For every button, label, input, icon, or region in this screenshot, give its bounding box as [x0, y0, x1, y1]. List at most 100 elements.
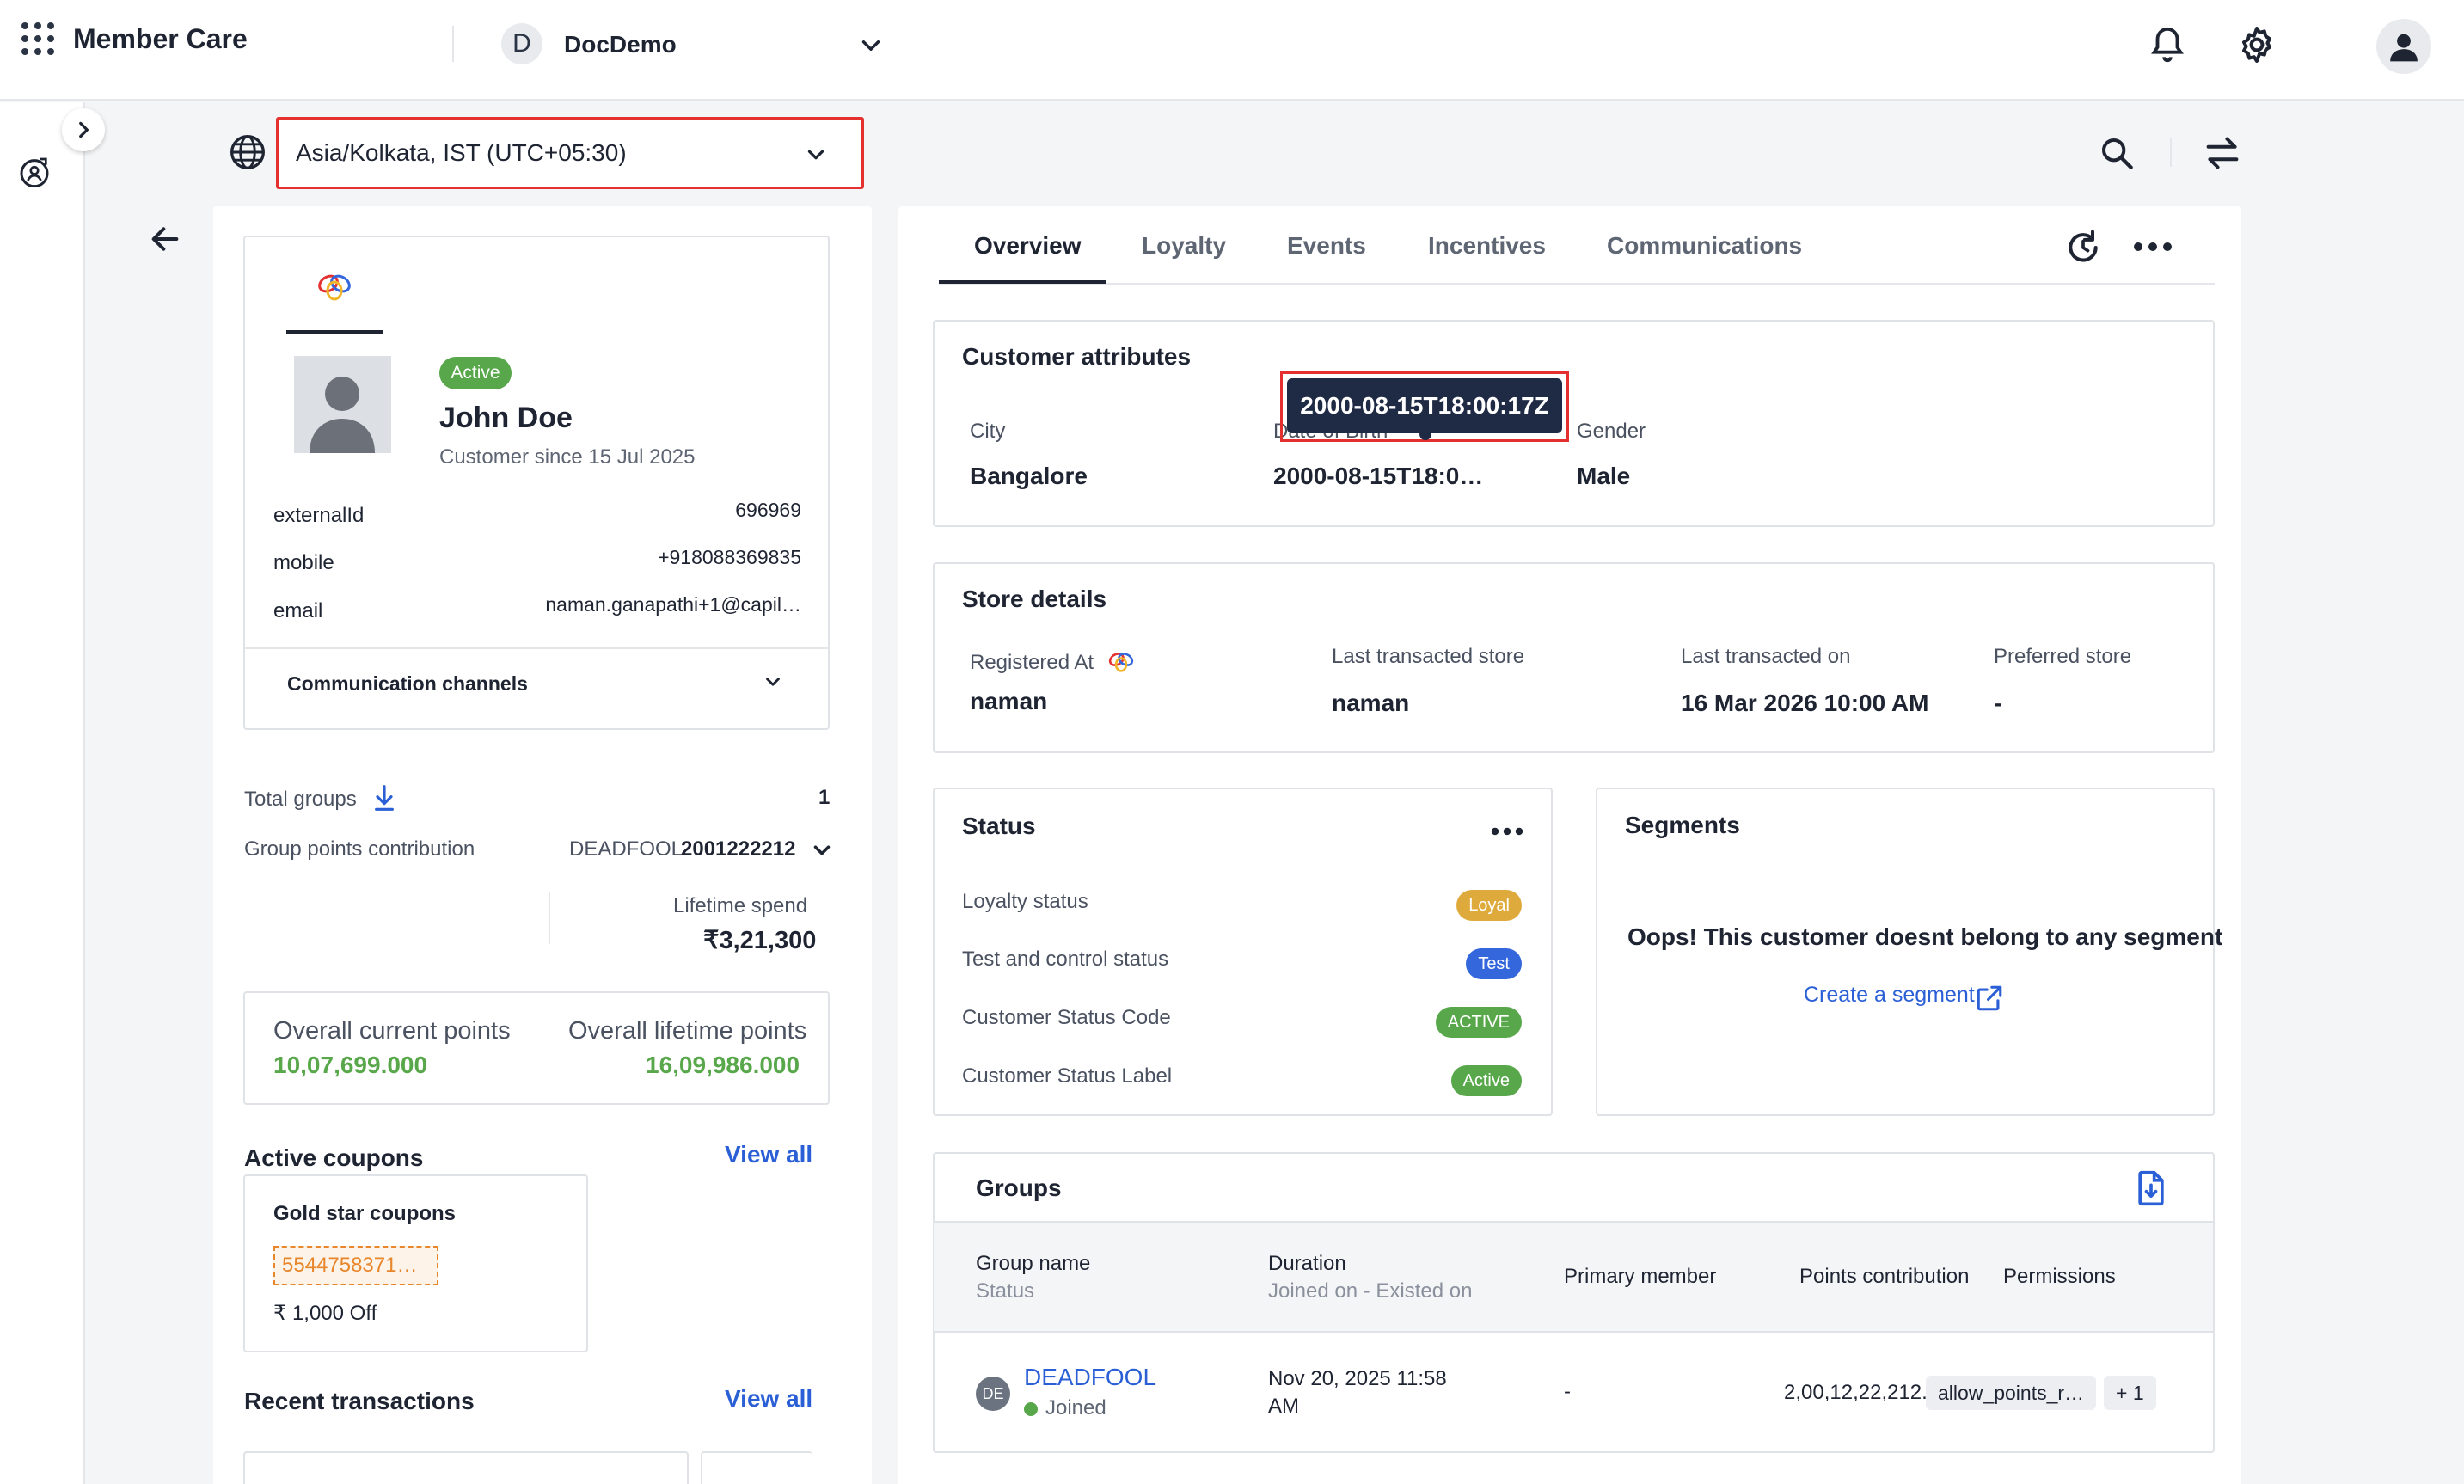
attr-value-city: Bangalore	[970, 463, 1088, 489]
status-label-label: Customer Status Label	[962, 1064, 1173, 1088]
group-status: Joined	[1045, 1396, 1106, 1420]
search-icon[interactable]	[2099, 136, 2134, 170]
field-label-external-id: externalId	[273, 504, 365, 527]
download-icon[interactable]	[372, 784, 396, 812]
groups-table-header	[934, 1221, 2213, 1333]
chevron-down-icon[interactable]	[803, 142, 829, 168]
status-label-test-control: Test and control status	[962, 947, 1169, 971]
permission-chip[interactable]: allow_points_r…	[1926, 1376, 2097, 1410]
tab-overview[interactable]: Overview	[974, 232, 1082, 259]
col-primary-member: Primary member	[1564, 1265, 1717, 1288]
more-options-icon[interactable]	[2133, 242, 2173, 252]
org-avatar[interactable]: D	[501, 23, 542, 64]
recent-transactions-title: Recent transactions	[244, 1388, 475, 1414]
expand-rail-button[interactable]	[62, 108, 105, 151]
member-care-icon[interactable]	[17, 155, 52, 189]
tab-loyalty[interactable]: Loyalty	[1142, 232, 1227, 259]
top-header: Member Care D DocDemo	[0, 0, 2464, 101]
col-duration: Duration	[1268, 1252, 1346, 1275]
lifetime-points-label: Overall lifetime points	[568, 1017, 807, 1045]
bell-icon[interactable]	[2148, 24, 2187, 67]
create-segment-link[interactable]: Create a segment	[1804, 983, 1975, 1007]
external-link-icon[interactable]	[1975, 984, 2004, 1013]
attr-label-city: City	[970, 420, 1006, 443]
toolbar-divider	[2170, 138, 2172, 167]
active-coupons-title: Active coupons	[244, 1144, 424, 1171]
col-duration-sub: Joined on - Existed on	[1268, 1279, 1473, 1303]
chevron-down-icon[interactable]	[856, 31, 886, 60]
store-value-last-on: 16 Mar 2026 10:00 AM	[1681, 690, 1929, 716]
attr-label-gender: Gender	[1577, 420, 1646, 443]
status-label-loyalty: Loyalty status	[962, 890, 1088, 913]
gear-icon[interactable]	[2236, 24, 2277, 65]
transaction-card[interactable]	[701, 1451, 812, 1484]
dob-tooltip: 2000-08-15T18:00:17Z	[1287, 378, 1562, 433]
status-title: Status	[962, 813, 1036, 839]
tab-events[interactable]: Events	[1287, 232, 1366, 259]
store-details-panel	[933, 562, 2215, 753]
chevron-down-icon[interactable]	[809, 837, 835, 863]
store-label-registered: Registered At	[970, 651, 1094, 674]
field-value-external-id: 696969	[735, 499, 801, 521]
points-card	[243, 991, 830, 1105]
field-label-mobile: mobile	[273, 551, 334, 574]
total-groups-label: Total groups	[244, 788, 357, 811]
tooltip-highlight	[1280, 371, 1569, 442]
brand-tab-indicator	[286, 330, 383, 334]
timezone-select[interactable]	[276, 117, 864, 189]
status-label-badge: Active	[1450, 1065, 1522, 1096]
timezone-value: Asia/Kolkata, IST (UTC+05:30)	[296, 139, 627, 166]
current-points-label: Overall current points	[273, 1017, 511, 1045]
lifetime-divider	[549, 892, 550, 944]
col-group-name: Group name	[976, 1252, 1091, 1275]
col-group-status: Status	[976, 1279, 1035, 1303]
coupons-view-all-link[interactable]: View all	[725, 1141, 813, 1168]
attr-value-gender: Male	[1577, 463, 1631, 489]
test-control-badge: Test	[1466, 948, 1522, 979]
store-value-preferred: -	[1994, 690, 2002, 716]
customer-attributes-title: Customer attributes	[962, 343, 1192, 370]
group-points-value: 2001222212	[681, 837, 796, 861]
swap-icon[interactable]	[2204, 136, 2241, 170]
header-divider	[452, 26, 454, 62]
coupon-code[interactable]: 5544758371…	[273, 1246, 438, 1285]
chevron-down-icon[interactable]	[762, 671, 784, 693]
download-file-icon[interactable]	[2132, 1169, 2170, 1207]
refresh-icon[interactable]	[2064, 229, 2102, 267]
store-value-last-store: naman	[1332, 690, 1410, 716]
loyalty-status-badge: Loyal	[1456, 890, 1522, 921]
segments-panel	[1596, 788, 2215, 1116]
lifetime-spend-value: ₹3,21,300	[703, 927, 817, 954]
org-name[interactable]: DocDemo	[564, 31, 677, 58]
more-permissions-chip[interactable]: + 1	[2104, 1376, 2156, 1410]
current-points-value: 10,07,699.000	[273, 1052, 428, 1078]
brand-logo-icon	[1106, 650, 1136, 674]
chevron-right-icon	[79, 121, 89, 138]
store-details-title: Store details	[962, 586, 1107, 612]
field-value-email: naman.ganapathi+1@capil…	[545, 593, 801, 616]
group-name-link[interactable]: DEADFOOL	[1024, 1364, 1157, 1390]
transactions-view-all-link[interactable]: View all	[725, 1385, 813, 1412]
globe-icon	[229, 133, 267, 171]
total-groups-value: 1	[818, 786, 831, 809]
store-value-registered: naman	[970, 688, 1048, 714]
lifetime-points-value: 16,09,986.000	[646, 1052, 800, 1078]
back-arrow-icon[interactable]	[148, 222, 182, 256]
apps-grid-icon[interactable]	[21, 22, 54, 55]
transaction-card[interactable]	[243, 1451, 689, 1484]
more-options-icon[interactable]	[1491, 827, 1523, 836]
app-title: Member Care	[73, 23, 248, 54]
profile-card	[243, 236, 830, 730]
col-points-contribution: Points contribution	[1799, 1265, 1970, 1288]
tab-incentives[interactable]: Incentives	[1428, 232, 1546, 259]
tooltip-pointer	[1419, 428, 1431, 440]
store-label-last-store: Last transacted store	[1332, 645, 1525, 668]
joined-status-dot	[1024, 1402, 1038, 1416]
group-avatar: DE	[976, 1377, 1010, 1411]
user-avatar[interactable]	[2376, 19, 2431, 74]
attr-value-dob[interactable]: 2000-08-15T18:0…	[1273, 463, 1484, 489]
brand-logo-icon	[315, 272, 354, 303]
segments-title: Segments	[1625, 812, 1740, 838]
tab-communications[interactable]: Communications	[1607, 232, 1803, 259]
communication-channels-toggle[interactable]: Communication channels	[287, 672, 528, 695]
